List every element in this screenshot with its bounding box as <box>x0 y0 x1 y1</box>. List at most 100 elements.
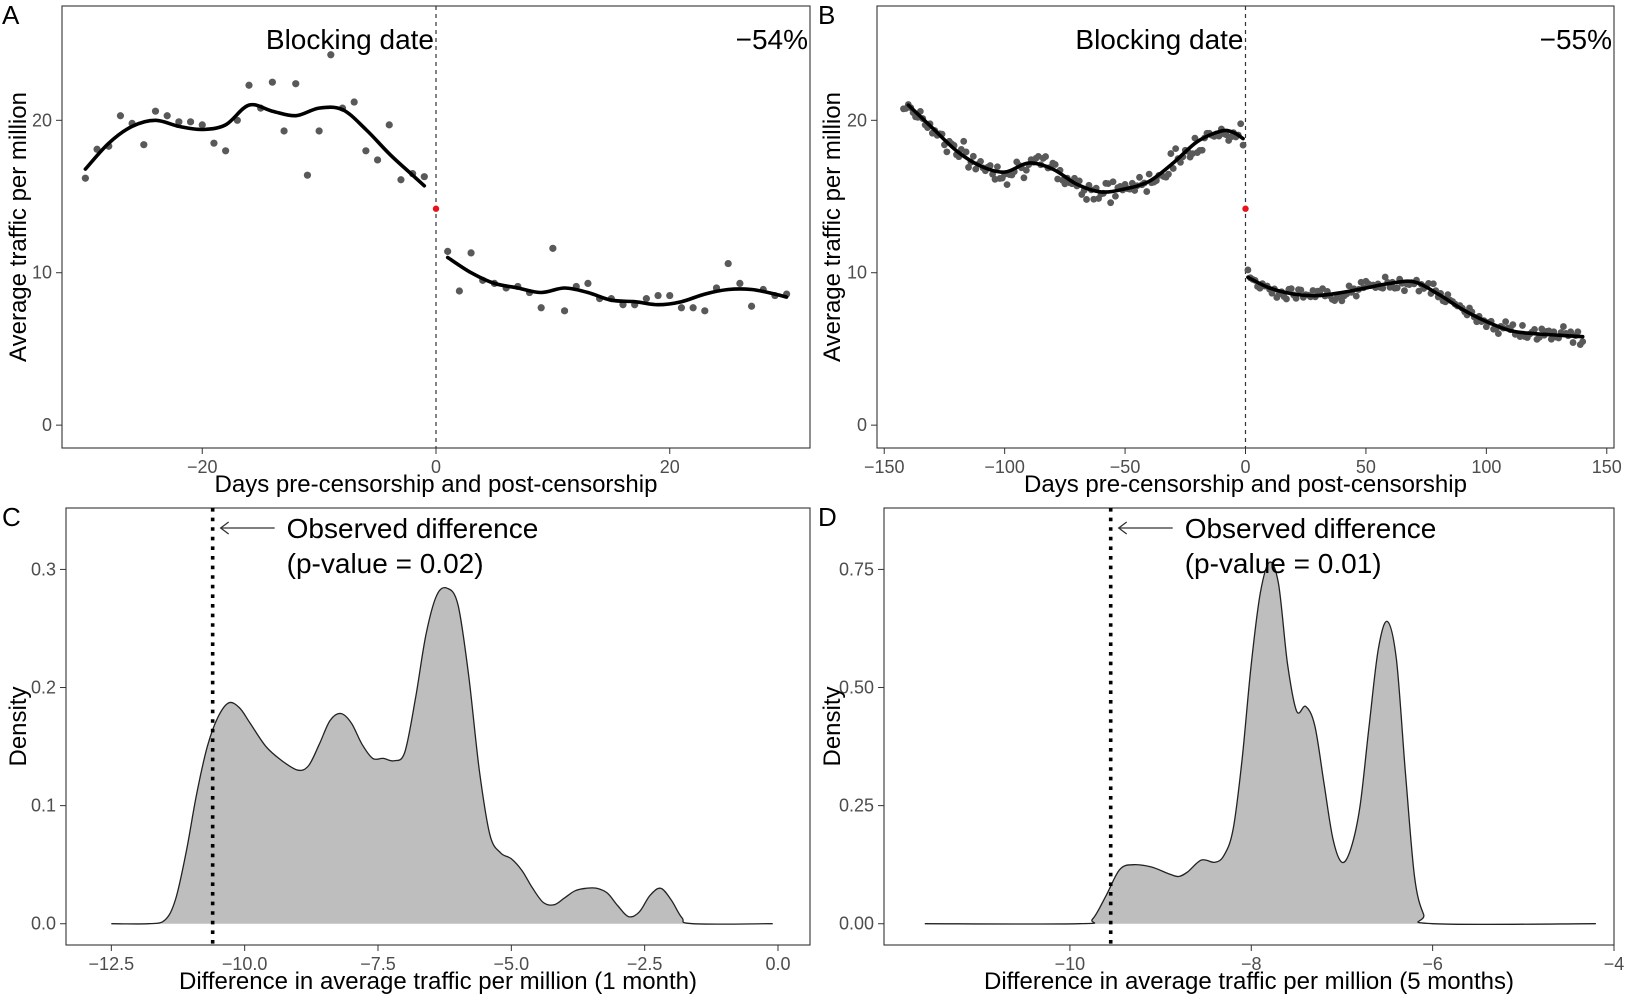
data-point <box>1567 328 1575 336</box>
post-smooth-line <box>445 255 789 307</box>
data-point <box>292 80 300 88</box>
x-axis-label: Difference in average traffic per millio… <box>179 968 697 995</box>
data-point <box>1165 170 1172 178</box>
data-point <box>1022 166 1030 174</box>
x-tick-label: 20 <box>660 457 680 477</box>
panel-letter-c: C <box>2 502 21 532</box>
data-point <box>1172 145 1180 153</box>
data-point <box>1191 134 1199 142</box>
data-point <box>385 121 393 129</box>
data-point <box>537 304 545 312</box>
data-point <box>1574 328 1582 336</box>
data-point <box>140 141 148 149</box>
data-point <box>420 173 428 181</box>
data-point <box>1287 285 1295 293</box>
data-point <box>1560 323 1567 330</box>
data-point <box>303 171 312 179</box>
x-tick-label: −7.5 <box>360 954 396 974</box>
data-point <box>1112 192 1119 200</box>
p-value-label: (p-value = 0.02) <box>287 548 484 579</box>
y-tick-label: 0.50 <box>839 678 874 698</box>
pre-smooth-line <box>906 103 1245 194</box>
y-tick-label: 0.0 <box>31 914 56 934</box>
data-point <box>210 139 218 147</box>
data-point <box>560 307 569 315</box>
data-point <box>455 287 463 295</box>
percent-change-label: −55% <box>1540 24 1612 55</box>
y-tick-label: 10 <box>847 263 867 283</box>
data-point <box>373 156 382 164</box>
x-tick-label: 50 <box>1356 457 1376 477</box>
data-point <box>1393 284 1401 292</box>
data-point <box>549 244 557 252</box>
data-point <box>1237 120 1245 128</box>
x-tick-label: −10 <box>1055 954 1086 974</box>
data-point <box>1020 174 1028 182</box>
data-point <box>1075 177 1083 185</box>
data-point <box>1473 318 1481 326</box>
data-point <box>1283 295 1290 303</box>
y-tick-label: 0 <box>857 415 867 435</box>
data-point <box>1579 338 1587 346</box>
x-tick-label: 0 <box>431 457 441 477</box>
data-point <box>965 163 972 171</box>
post-smooth-line <box>1246 275 1585 339</box>
x-tick-label: −150 <box>864 457 905 477</box>
data-point <box>584 279 592 287</box>
blocking-date-point <box>1242 205 1249 212</box>
data-point <box>1509 321 1517 329</box>
data-point <box>315 127 323 135</box>
observed-difference-label: Observed difference <box>1185 513 1437 544</box>
data-point <box>701 307 709 315</box>
data-point <box>198 121 206 129</box>
y-tick-label: 0.25 <box>839 796 874 816</box>
observed-difference-label: Observed difference <box>287 513 539 544</box>
y-tick-label: 0.1 <box>31 796 56 816</box>
density-curve <box>924 561 1596 926</box>
data-point <box>1169 165 1177 172</box>
data-point <box>1145 170 1153 178</box>
data-point <box>350 98 358 106</box>
data-point <box>1429 280 1437 288</box>
percent-change-label: −54% <box>736 24 808 55</box>
density-area <box>111 587 773 925</box>
data-point <box>327 51 335 59</box>
y-axis-label: Density <box>5 686 32 766</box>
x-tick-label: −2.5 <box>627 954 663 974</box>
data-point <box>1338 297 1346 305</box>
data-point <box>81 174 89 182</box>
arrow-head-icon <box>1117 521 1128 535</box>
x-tick-label: −50 <box>1110 457 1141 477</box>
y-tick-label: 0.00 <box>839 914 874 934</box>
panel-c: C −12.5 −10.0 −7.5 −5.0 −2.5 0.0 0.0 0.1 0.2 0.3 Di… <box>2 502 811 995</box>
data-point <box>1167 150 1175 157</box>
y-axis-label: Average traffic per million <box>819 92 846 362</box>
data-point <box>1239 141 1247 149</box>
data-point <box>736 279 744 287</box>
density-curve <box>111 587 773 925</box>
data-point <box>962 148 970 156</box>
data-point <box>222 147 230 155</box>
plot-frame-d <box>883 507 1615 946</box>
x-tick-label: −6 <box>1422 954 1443 974</box>
data-point <box>1143 188 1151 195</box>
data-point <box>116 112 125 120</box>
y-tick-label: 0.75 <box>839 559 874 579</box>
x-tick-label: 0.0 <box>765 954 790 974</box>
x-axis-label: Days pre-censorship and post-censorship <box>1024 471 1467 498</box>
data-point <box>1502 318 1510 326</box>
data-point <box>1381 273 1389 281</box>
data-point <box>397 176 405 184</box>
data-point <box>1051 161 1059 168</box>
data-point <box>1177 158 1184 166</box>
data-point <box>1516 333 1524 341</box>
x-tick-label: −12.5 <box>89 954 135 974</box>
data-point <box>724 259 732 268</box>
density-area <box>924 562 1596 925</box>
y-tick-label: 0 <box>42 415 52 435</box>
data-point <box>151 107 160 115</box>
data-point <box>1444 291 1452 299</box>
x-tick-label: −10.0 <box>222 954 268 974</box>
data-point <box>1107 199 1115 207</box>
